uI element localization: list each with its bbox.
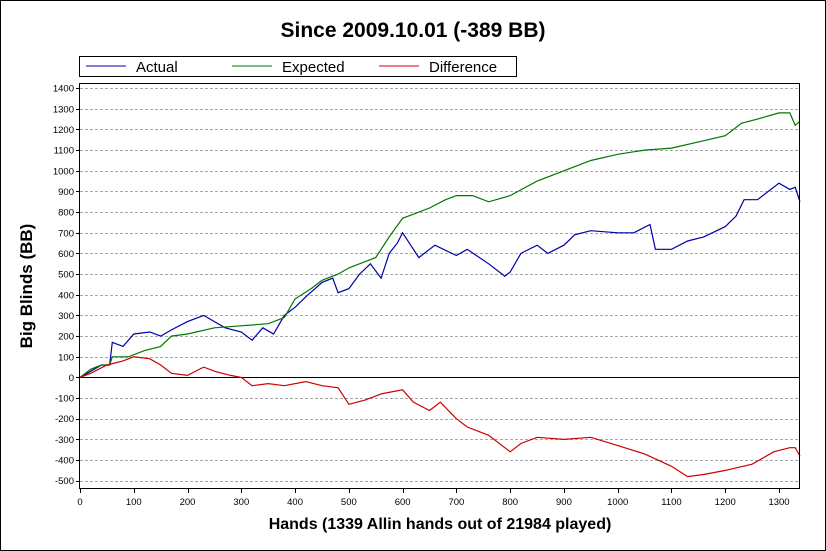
- x-tick-label: 400: [287, 497, 303, 508]
- y-tick-label: 1200: [53, 125, 74, 136]
- x-axis-label: Hands (1339 Allin hands out of 21984 pla…: [269, 516, 612, 533]
- y-tick-label: -100: [55, 394, 74, 405]
- legend-box: [79, 56, 517, 77]
- legend-label-difference: Difference: [429, 59, 497, 76]
- x-tick-label: 1100: [661, 497, 681, 508]
- y-tick-label: -400: [55, 456, 74, 467]
- series-layer: [79, 112, 801, 478]
- y-tick-label: 1100: [54, 146, 74, 157]
- legend-label-expected: Expected: [282, 59, 345, 76]
- x-tick-label: 1000: [607, 497, 628, 508]
- series-line-expected: [79, 112, 801, 378]
- y-tick-label: 900: [58, 187, 74, 198]
- y-axis: -500 -400 -300 -200 -100 0 100 200 300 400 500 600 7…: [53, 84, 80, 487]
- gridlines: [80, 88, 800, 482]
- x-axis: 0 100 200 300 400 500 600 700 800 900 1000 1100 1200…: [77, 489, 790, 508]
- series-line-actual: [79, 182, 801, 378]
- y-tick-label: -300: [55, 435, 74, 446]
- x-tick-label: 300: [233, 497, 249, 508]
- x-tick-label: 1300: [768, 497, 789, 508]
- y-tick-label: 300: [58, 311, 74, 322]
- y-tick-label: 100: [58, 352, 74, 363]
- x-tick-label: 600: [395, 497, 411, 508]
- x-tick-label: 1200: [715, 497, 736, 508]
- y-tick-label: 0: [69, 373, 74, 384]
- y-tick-label: 200: [58, 332, 74, 343]
- y-tick-label: 1000: [53, 166, 74, 177]
- x-tick-label: 500: [341, 497, 357, 508]
- y-tick-label: 600: [58, 249, 74, 260]
- y-tick-label: 500: [58, 270, 74, 281]
- x-tick-label: 700: [448, 497, 464, 508]
- x-tick-label: 200: [180, 497, 196, 508]
- chart-legend: Actual Expected Difference: [79, 56, 517, 77]
- plot-area: [79, 83, 800, 489]
- y-axis-label: Big Blinds (BB): [17, 224, 36, 349]
- series-line-difference: [79, 356, 801, 478]
- x-tick-label: 100: [126, 497, 142, 508]
- x-tick-label: 800: [502, 497, 518, 508]
- x-tick-label: 0: [77, 497, 82, 508]
- y-tick-label: 800: [58, 208, 74, 219]
- y-tick-label: -500: [55, 476, 74, 487]
- y-tick-label: 1300: [53, 104, 74, 115]
- x-tick-label: 900: [556, 497, 572, 508]
- legend-label-actual: Actual: [136, 59, 178, 76]
- y-tick-label: -200: [55, 414, 74, 425]
- y-tick-label: 700: [58, 228, 74, 239]
- y-tick-label: 1400: [53, 84, 74, 95]
- y-tick-label: 400: [58, 290, 74, 301]
- chart-title: Since 2009.10.01 (-389 BB): [281, 19, 546, 42]
